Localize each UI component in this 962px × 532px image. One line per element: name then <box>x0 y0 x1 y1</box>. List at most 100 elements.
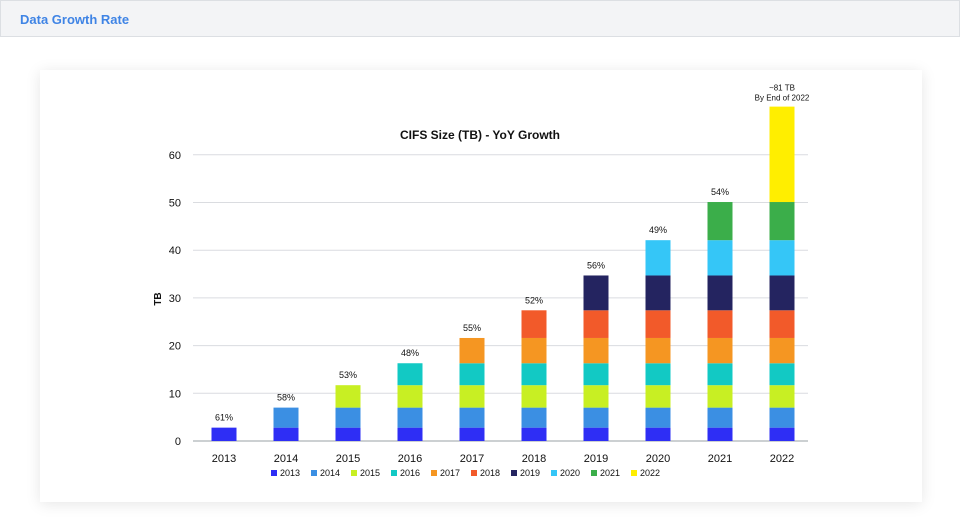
bar-segment-2017-2014 <box>459 407 485 428</box>
bar-segment-2021-2019 <box>707 275 733 311</box>
annotation-line: ~81 TB <box>769 84 795 93</box>
x-axis: 2013 2014 2015 2016 2017 2018 2019 2020 2021 2022 <box>212 453 794 465</box>
growth-label: 54% <box>711 187 729 197</box>
legend-label: 2016 <box>400 468 420 478</box>
bar-segment-2021-2020 <box>707 240 733 276</box>
legend-label: 2015 <box>360 468 380 478</box>
legend-label: 2013 <box>280 468 300 478</box>
bar-segment-2016-2013 <box>397 427 423 441</box>
page-header: Data Growth Rate <box>0 0 960 37</box>
growth-label: 48% <box>401 348 419 358</box>
growth-label: 52% <box>525 295 543 305</box>
legend-swatch <box>511 470 517 476</box>
bar-segment-2022-2019 <box>769 275 795 311</box>
legend-label: 2020 <box>560 468 580 478</box>
bar-segment-2020-2018 <box>645 310 671 338</box>
chart-card: CIFS Size (TB) - YoY Growth TB 0 10 20 30 40… <box>40 70 922 502</box>
bar-segment-2020-2015 <box>645 385 671 408</box>
bar-segment-2020-2014 <box>645 407 671 428</box>
bar-segment-2021-2017 <box>707 337 733 364</box>
bar-segment-2022-2018 <box>769 310 795 338</box>
gridlines <box>193 154 808 442</box>
bar-segment-2014-2014 <box>273 407 299 428</box>
y-tick-label: 30 <box>169 293 181 305</box>
legend-swatch <box>471 470 477 476</box>
growth-label: 55% <box>463 323 481 333</box>
bar-segment-2019-2014 <box>583 407 609 428</box>
bar-segment-2014-2013 <box>273 427 299 441</box>
page-title: Data Growth Rate <box>20 12 130 27</box>
legend-swatch <box>631 470 637 476</box>
bar-segment-2019-2019 <box>583 275 609 311</box>
bar-segment-2022-2022 <box>769 106 795 203</box>
growth-label: 61% <box>215 413 233 423</box>
legend-swatch <box>391 470 397 476</box>
legend-swatch <box>551 470 557 476</box>
bar-segment-2022-2013 <box>769 427 795 441</box>
bar-segment-2021-2018 <box>707 310 733 338</box>
legend-swatch <box>271 470 277 476</box>
bar-segment-2016-2016 <box>397 363 423 386</box>
bar-segment-2021-2016 <box>707 363 733 386</box>
growth-label: 58% <box>277 393 295 403</box>
bar-segment-2021-2013 <box>707 427 733 441</box>
bar-segment-2022-2016 <box>769 363 795 386</box>
bar-segment-2019-2017 <box>583 337 609 364</box>
legend-label: 2018 <box>480 468 500 478</box>
bar-segment-2020-2020 <box>645 240 671 276</box>
bar-segment-2018-2016 <box>521 363 547 386</box>
legend-label: 2017 <box>440 468 460 478</box>
legend-swatch <box>311 470 317 476</box>
bar-segment-2022-2021 <box>769 202 795 241</box>
bar-segment-2016-2015 <box>397 385 423 408</box>
x-tick-label: 2016 <box>398 453 422 465</box>
growth-labels: 61% 58% 53% 48% 55% 52% 56% 49% 54% <box>215 187 729 423</box>
growth-label: 49% <box>649 225 667 235</box>
legend-swatch <box>431 470 437 476</box>
y-axis-label: TB <box>153 292 164 305</box>
bar-segment-2022-2015 <box>769 385 795 408</box>
bar-segment-2018-2015 <box>521 385 547 408</box>
bar-segment-2020-2019 <box>645 275 671 311</box>
x-tick-label: 2021 <box>708 453 732 465</box>
x-tick-label: 2022 <box>770 453 794 465</box>
legend-swatch <box>591 470 597 476</box>
legend-label: 2022 <box>640 468 660 478</box>
y-tick-label: 0 <box>175 436 181 448</box>
y-tick-label: 60 <box>169 150 181 162</box>
chart-title: CIFS Size (TB) - YoY Growth <box>400 128 560 142</box>
bar-segment-2019-2013 <box>583 427 609 441</box>
legend-label: 2021 <box>600 468 620 478</box>
bar-segment-2013-2013 <box>211 427 237 441</box>
bar-segment-2018-2013 <box>521 427 547 441</box>
bar-segment-2018-2018 <box>521 310 547 338</box>
x-tick-label: 2015 <box>336 453 360 465</box>
y-axis: 0 10 20 30 40 50 60 <box>169 150 181 448</box>
annotation-line: By End of 2022 <box>755 94 810 103</box>
bar-segment-2022-2017 <box>769 337 795 364</box>
y-tick-label: 20 <box>169 341 181 353</box>
bar-segment-2019-2018 <box>583 310 609 338</box>
bar-segment-2020-2017 <box>645 337 671 364</box>
x-tick-label: 2013 <box>212 453 236 465</box>
bar-segment-2015-2015 <box>335 385 361 408</box>
bar-segment-2020-2013 <box>645 427 671 441</box>
y-tick-label: 50 <box>169 198 181 210</box>
bar-segment-2016-2014 <box>397 407 423 428</box>
bar-segment-2017-2013 <box>459 427 485 441</box>
y-tick-label: 40 <box>169 245 181 257</box>
bar-segment-2015-2014 <box>335 407 361 428</box>
bar-segment-2018-2014 <box>521 407 547 428</box>
x-tick-label: 2019 <box>584 453 608 465</box>
bar-segment-2019-2016 <box>583 363 609 386</box>
legend-label: 2014 <box>320 468 340 478</box>
bar-segment-2015-2013 <box>335 427 361 441</box>
legend-label: 2019 <box>520 468 540 478</box>
bars <box>211 106 795 441</box>
bar-segment-2021-2021 <box>707 202 733 241</box>
growth-chart: CIFS Size (TB) - YoY Growth TB 0 10 20 30 40… <box>153 84 810 478</box>
bar-segment-2018-2017 <box>521 337 547 364</box>
x-tick-label: 2018 <box>522 453 546 465</box>
legend-swatch <box>351 470 357 476</box>
y-tick-label: 10 <box>169 388 181 400</box>
